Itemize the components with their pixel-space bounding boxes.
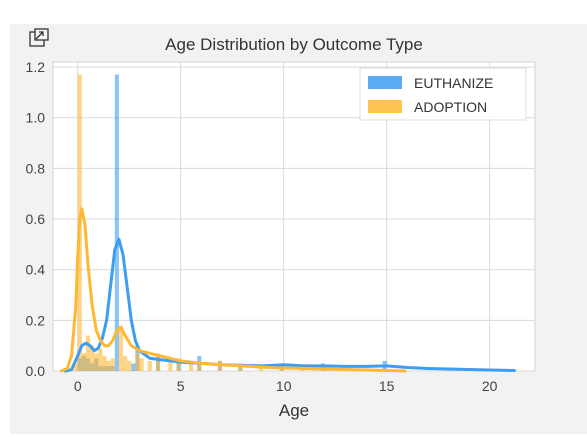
kde-line-euthanize — [63, 237, 516, 373]
x-tick-label: 10 — [276, 378, 292, 394]
tick-labels: 0 5 10 15 20 0.0 0.2 0.4 0.6 0.8 1.0 1.2 — [26, 59, 498, 394]
bar-adoption — [118, 325, 124, 371]
bar-adoption — [176, 358, 181, 371]
x-tick-label: 20 — [482, 378, 498, 394]
x-axis-label: Age — [279, 401, 309, 420]
bar-euthanize — [114, 74, 119, 371]
legend-swatch-adoption — [368, 100, 402, 113]
bar-adoption — [188, 363, 194, 371]
x-tick-label: 0 — [74, 378, 82, 394]
bar-adoption — [73, 363, 78, 371]
y-tick-label: 0.4 — [26, 262, 46, 278]
chart-title: Age Distribution by Outcome Type — [165, 35, 423, 54]
popout-icon[interactable] — [28, 28, 50, 48]
bar-adoption — [98, 348, 103, 371]
legend-swatch-euthanize — [368, 76, 402, 89]
y-tick-label: 0.2 — [26, 312, 46, 328]
x-tick-label: 15 — [379, 378, 395, 394]
bar-adoption — [197, 360, 202, 371]
bar-adoption — [102, 355, 107, 371]
bar-adoption — [168, 360, 173, 371]
y-tick-label: 0.0 — [26, 363, 46, 379]
bar-adoption — [127, 360, 132, 371]
kde-lines — [59, 207, 516, 373]
y-tick-label: 1.2 — [26, 59, 46, 75]
bar-adoption — [139, 358, 144, 371]
legend-label-adoption: ADOPTION — [414, 99, 487, 115]
y-tick-label: 0.8 — [26, 160, 46, 176]
bar-adoption — [123, 355, 128, 371]
bar-adoption — [90, 345, 95, 371]
y-tick-label: 1.0 — [26, 110, 46, 126]
bar-adoption — [135, 353, 140, 371]
bar-adoption — [94, 353, 99, 371]
bar-adoption — [155, 353, 161, 371]
kde-line-adoption — [59, 207, 407, 373]
bar-adoption — [110, 358, 115, 371]
bar-adoption — [106, 360, 111, 371]
bar-adoption — [147, 360, 152, 371]
x-tick-label: 5 — [177, 378, 185, 394]
bar-euthanize — [131, 363, 136, 371]
bar-adoption — [85, 335, 91, 371]
y-tick-label: 0.6 — [26, 211, 46, 227]
legend: EUTHANIZE ADOPTION — [359, 67, 527, 121]
bar-adoption — [81, 353, 86, 371]
legend-label-euthanize: EUTHANIZE — [414, 75, 493, 91]
